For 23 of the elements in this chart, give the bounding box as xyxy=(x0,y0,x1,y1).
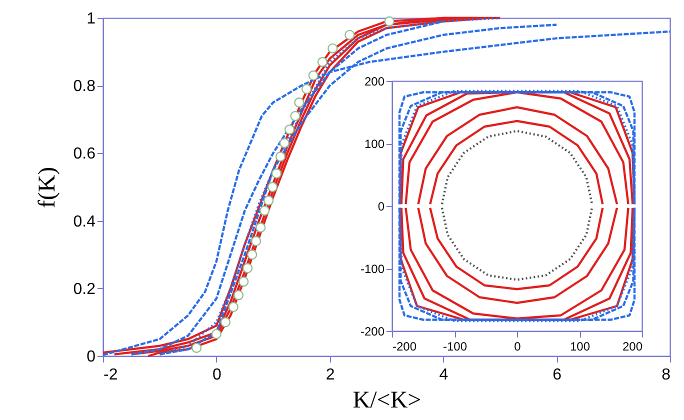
x-tick-label: 8 xyxy=(662,366,671,384)
y-tick-label: 0.6 xyxy=(73,146,96,163)
x-axis-title: K/<K> xyxy=(352,388,422,414)
y-axis-title: f(K) xyxy=(34,166,60,208)
x-tick-label: -100 xyxy=(442,340,468,354)
y-tick-label: 100 xyxy=(364,137,385,151)
y-tick-label: 0.8 xyxy=(73,78,96,96)
y-tick-label: -200 xyxy=(360,324,385,338)
y-tick-label: 1 xyxy=(86,10,96,28)
y-tick-label: 200 xyxy=(364,74,385,88)
y-tick-label: 0 xyxy=(378,200,385,214)
x-tick-label: 100 xyxy=(570,340,590,354)
y-tick-label: 0.4 xyxy=(73,213,96,230)
x-tick-label: 0 xyxy=(514,340,522,354)
x-tick-label: 6 xyxy=(552,366,562,384)
x-tick-label: -200 xyxy=(392,340,417,354)
x-tick-label: 2 xyxy=(326,366,335,384)
x-tick-label: 0 xyxy=(212,366,222,384)
y-tick-label: -100 xyxy=(360,262,385,276)
x-tick-label: -2 xyxy=(104,366,118,384)
x-tick-label: 200 xyxy=(622,340,643,354)
x-tick-label: 4 xyxy=(439,366,448,384)
y-tick-label: 0.2 xyxy=(73,280,96,298)
